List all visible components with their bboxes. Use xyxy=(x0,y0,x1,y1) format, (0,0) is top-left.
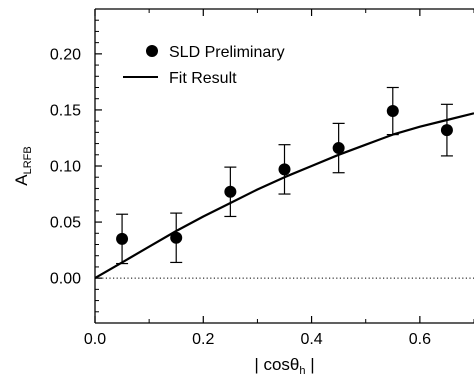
legend: SLD Preliminary Fit Result xyxy=(123,44,285,87)
y-tick-label: 0.15 xyxy=(50,102,81,119)
legend-label-points: SLD Preliminary xyxy=(169,44,285,61)
x-tick-label: 0.6 xyxy=(409,331,431,348)
legend-marker-points xyxy=(146,45,158,57)
legend-label-fit: Fit Result xyxy=(169,70,237,87)
data-point xyxy=(116,232,129,245)
points-layer xyxy=(116,86,453,265)
axes-layer: 0.0 0.2 0.4 0.6 0.00 0.05 0.10 0.15 0.20 xyxy=(50,8,474,348)
y-tick-label: 0.00 xyxy=(50,271,81,288)
x-tick-label: 0.2 xyxy=(192,331,214,348)
x-tick-label: 0.4 xyxy=(300,331,322,348)
data-point xyxy=(332,142,345,155)
data-point xyxy=(386,105,399,118)
data-point xyxy=(224,185,237,198)
fit-result-line xyxy=(94,112,474,280)
data-point xyxy=(278,163,291,176)
y-axis-label: ALRFB xyxy=(12,146,34,185)
y-tick-label: 0.10 xyxy=(50,159,81,176)
axis-labels: | cosθh | ALRFB xyxy=(12,146,315,377)
data-point xyxy=(170,231,183,244)
x-tick-label: 0.0 xyxy=(84,331,106,348)
y-tick-label: 0.05 xyxy=(50,215,81,232)
x-axis-label: | cosθh | xyxy=(254,355,314,377)
fit-layer xyxy=(94,112,474,280)
data-point xyxy=(440,124,453,137)
y-tick-label: 0.20 xyxy=(50,46,81,63)
